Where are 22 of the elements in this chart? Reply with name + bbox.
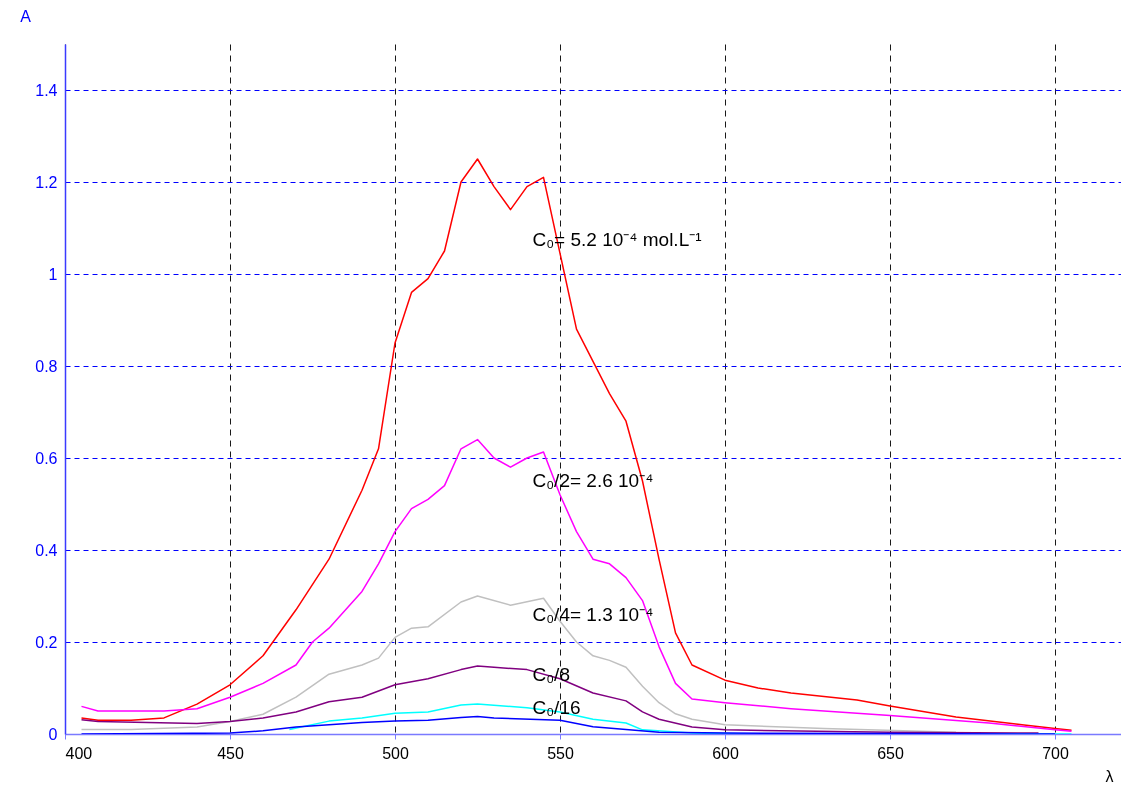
y-tick-label: 0: [48, 725, 58, 743]
y-tick-label: 0.4: [35, 541, 58, 559]
x-tick-label: 450: [217, 744, 244, 762]
y-axis-title: A: [20, 7, 32, 25]
x-tick-label: 500: [382, 744, 409, 762]
line-series: [80, 438, 1073, 732]
x-tick-label: 700: [1042, 744, 1069, 762]
x-tick-label: 550: [547, 744, 574, 762]
x-tick-label: 600: [712, 744, 739, 762]
line-series: [80, 665, 1040, 734]
x-tick-label: 400: [65, 744, 93, 762]
line-series: [80, 715, 1056, 734]
y-tick-label: 0.2: [35, 633, 58, 651]
y-tick-label: 1.4: [35, 81, 58, 99]
x-axis-title: λ: [1105, 767, 1114, 785]
x-tick-label: 650: [877, 744, 904, 762]
line-series: [80, 595, 957, 733]
line-series: [80, 158, 1073, 732]
y-tick-label: 0.8: [35, 357, 58, 375]
y-tick-label: 0.6: [35, 449, 58, 467]
y-tick-label: 1: [48, 265, 58, 283]
y-tick-label: 1.2: [35, 173, 58, 191]
